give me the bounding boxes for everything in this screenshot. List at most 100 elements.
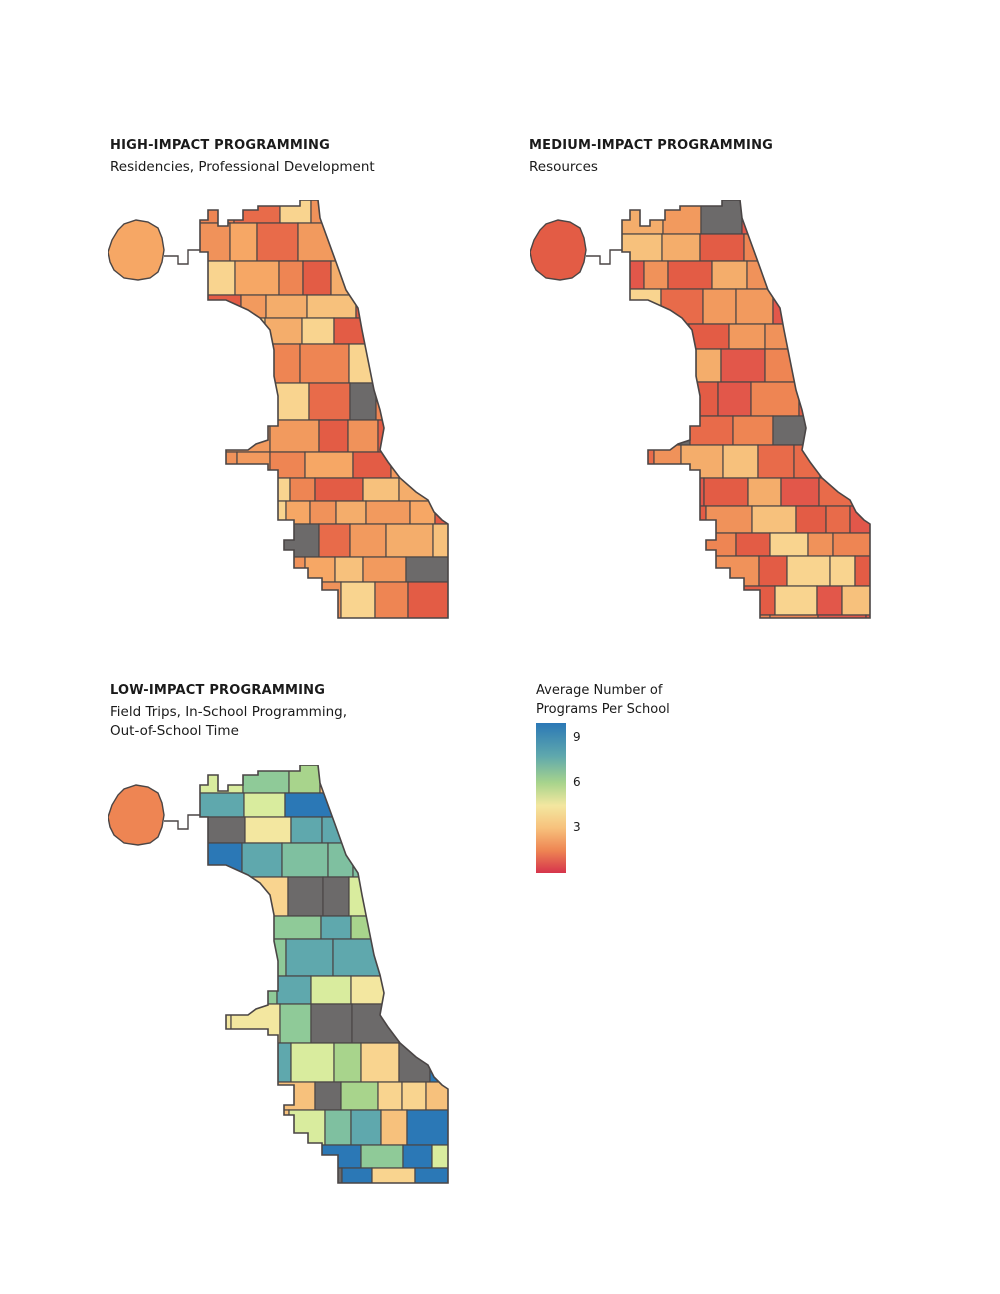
community-area bbox=[797, 348, 845, 383]
legend-color-bar bbox=[536, 723, 566, 873]
community-area bbox=[832, 532, 870, 557]
community-area bbox=[365, 500, 411, 525]
community-area bbox=[412, 938, 448, 977]
community-area bbox=[854, 555, 870, 587]
community-area bbox=[200, 975, 236, 1005]
community-area bbox=[695, 348, 722, 383]
community-area bbox=[331, 792, 363, 818]
community-area bbox=[279, 200, 312, 224]
community-area bbox=[656, 555, 690, 587]
community-area bbox=[200, 1167, 244, 1183]
ohare-connector bbox=[164, 249, 200, 265]
community-area bbox=[405, 343, 432, 384]
community-area bbox=[399, 1003, 434, 1044]
community-area bbox=[455, 1110, 458, 1145]
community-area bbox=[242, 765, 290, 794]
community-area bbox=[451, 452, 458, 478]
community-area bbox=[371, 222, 408, 262]
community-area bbox=[780, 477, 820, 507]
community-area bbox=[236, 1144, 270, 1169]
city-outline bbox=[199, 200, 449, 619]
community-area bbox=[643, 260, 669, 290]
community-area bbox=[875, 234, 880, 261]
legend-scale: 9 6 3 bbox=[536, 723, 676, 875]
choropleth-svg bbox=[530, 200, 880, 619]
community-area bbox=[385, 523, 434, 558]
community-area bbox=[417, 200, 448, 224]
community-area bbox=[644, 381, 670, 417]
community-area bbox=[350, 1109, 382, 1146]
community-area bbox=[287, 876, 324, 917]
community-area bbox=[769, 614, 819, 618]
community-area bbox=[334, 200, 385, 224]
community-area bbox=[311, 1144, 362, 1169]
city-outline bbox=[199, 765, 449, 1184]
panel-subtitle-line1: Field Trips, In-School Programming, bbox=[110, 704, 347, 720]
community-area bbox=[851, 200, 870, 235]
community-area bbox=[433, 975, 448, 1005]
community-area bbox=[662, 200, 702, 235]
community-area bbox=[680, 444, 724, 479]
community-area bbox=[784, 260, 820, 290]
community-area bbox=[414, 1167, 448, 1183]
community-area bbox=[720, 348, 766, 383]
community-area bbox=[823, 323, 866, 350]
community-area bbox=[661, 233, 701, 262]
community-area bbox=[241, 842, 283, 878]
community-area bbox=[780, 233, 828, 262]
community-area bbox=[622, 260, 645, 290]
community-area bbox=[308, 382, 351, 421]
community-area bbox=[390, 975, 435, 1005]
community-area bbox=[689, 415, 734, 446]
community-area bbox=[622, 233, 663, 262]
community-area bbox=[772, 288, 799, 325]
community-area bbox=[200, 1109, 241, 1146]
community-area bbox=[200, 382, 230, 421]
community-area bbox=[865, 260, 870, 290]
community-area bbox=[816, 415, 846, 446]
community-area bbox=[702, 288, 737, 325]
community-area bbox=[349, 382, 377, 421]
community-area bbox=[380, 1109, 408, 1146]
community-area bbox=[369, 317, 402, 345]
community-area bbox=[200, 343, 229, 384]
community-area bbox=[256, 222, 299, 262]
community-area bbox=[236, 451, 271, 479]
community-area bbox=[285, 938, 334, 977]
community-area bbox=[234, 523, 281, 558]
community-area bbox=[279, 1003, 312, 1044]
community-area bbox=[404, 792, 440, 818]
community-area bbox=[453, 939, 458, 976]
panel-title: MEDIUM-IMPACT PROGRAMMING bbox=[529, 138, 774, 153]
community-area bbox=[815, 200, 853, 235]
community-area bbox=[622, 348, 663, 383]
community-area bbox=[310, 975, 352, 1005]
community-area bbox=[350, 975, 392, 1005]
community-area bbox=[324, 1109, 352, 1146]
community-area bbox=[688, 555, 715, 587]
community-area bbox=[622, 614, 658, 618]
community-area bbox=[817, 614, 867, 618]
community-area bbox=[344, 222, 373, 262]
community-area bbox=[352, 451, 392, 479]
map-low-impact bbox=[108, 765, 458, 1185]
legend-tick-6: 6 bbox=[573, 775, 581, 789]
community-areas bbox=[200, 765, 458, 1183]
community-area bbox=[425, 1081, 448, 1111]
community-area bbox=[387, 260, 435, 296]
community-area bbox=[268, 1144, 313, 1169]
community-area bbox=[711, 260, 748, 290]
community-area bbox=[656, 614, 705, 618]
community-area bbox=[385, 915, 421, 940]
community-area bbox=[622, 555, 658, 587]
community-area bbox=[419, 915, 448, 940]
community-area bbox=[438, 792, 448, 818]
community-area bbox=[434, 500, 448, 525]
community-area bbox=[200, 765, 244, 794]
panel-title: LOW-IMPACT PROGRAMMING bbox=[110, 683, 326, 698]
community-area bbox=[440, 765, 448, 794]
community-area bbox=[660, 323, 690, 350]
community-area bbox=[764, 323, 797, 350]
community-area bbox=[826, 233, 870, 262]
community-area bbox=[661, 348, 697, 383]
